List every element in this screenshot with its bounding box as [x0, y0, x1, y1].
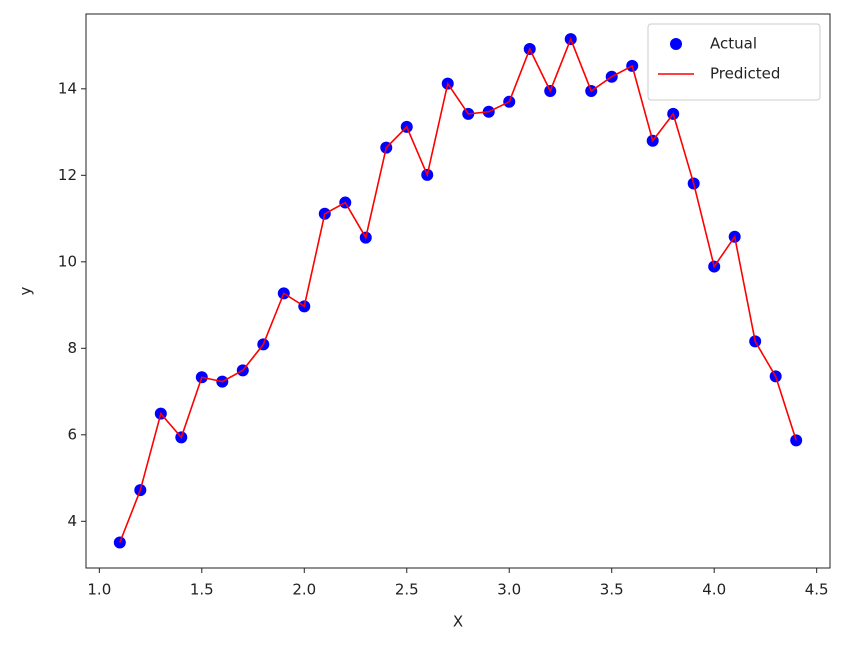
x-tick-label: 2.0: [292, 581, 316, 599]
y-tick-label: 8: [67, 339, 77, 357]
x-tick-label: 3.0: [497, 581, 521, 599]
y-tick-label: 14: [58, 79, 77, 97]
x-tick-label: 3.5: [600, 581, 624, 599]
plot-frame: [85, 13, 831, 569]
legend-label: Actual: [710, 35, 757, 53]
y-tick-label: 12: [58, 166, 77, 184]
x-tick-label: 2.5: [395, 581, 419, 599]
x-axis-label: X: [453, 613, 463, 631]
legend-label: Predicted: [710, 65, 780, 83]
x-tick-label: 1.5: [190, 581, 214, 599]
x-tick-label: 4.0: [702, 581, 726, 599]
y-axis-label: y: [17, 286, 35, 295]
y-tick-label: 4: [67, 512, 77, 530]
y-tick-label: 6: [67, 425, 77, 443]
line: [119, 36, 797, 543]
legend-box: [647, 23, 821, 101]
x-tick-label: 4.5: [805, 581, 829, 599]
legend-marker: [670, 38, 682, 50]
y-tick-label: 10: [58, 252, 77, 270]
x-tick-label: 1.0: [87, 581, 111, 599]
